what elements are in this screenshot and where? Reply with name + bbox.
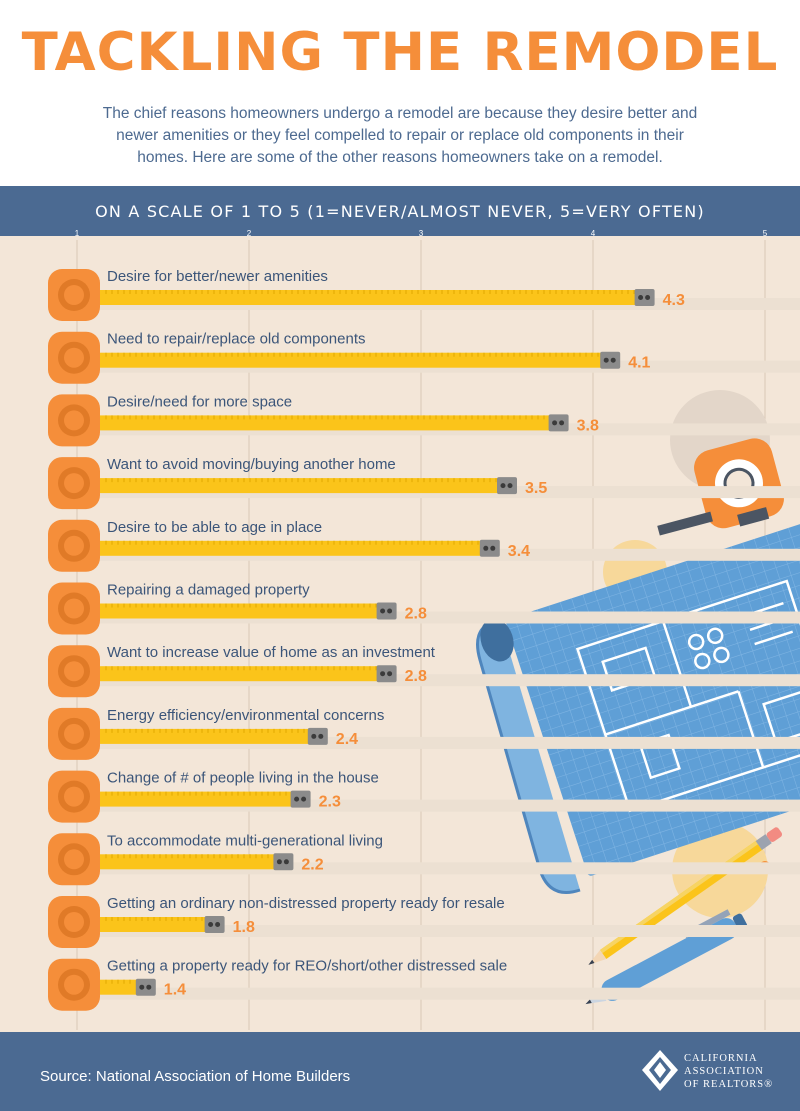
value-label: 3.4	[508, 543, 530, 560]
category-label: Energy efficiency/environmental concerns	[107, 707, 384, 724]
category-label: Need to repair/replace old components	[107, 331, 366, 348]
value-label: 2.8	[405, 668, 427, 685]
value-label: 2.8	[405, 606, 427, 623]
bar-track	[48, 925, 800, 937]
tape-hook	[273, 853, 294, 871]
bar	[100, 666, 387, 682]
value-label: 2.4	[336, 731, 358, 748]
logo-text: CALIFORNIA ASSOCIATION OF REALTORS®	[684, 1052, 773, 1091]
value-label: 1.4	[164, 982, 186, 999]
scale-band	[0, 186, 800, 236]
value-label: 3.5	[525, 480, 547, 497]
bar-row: Want to avoid moving/buying another home…	[48, 456, 800, 510]
bar	[100, 352, 611, 368]
category-label: Want to avoid moving/buying another home	[107, 456, 396, 473]
bar-row: Desire for better/newer amenities 4.3	[48, 268, 800, 321]
category-label: Getting a property ready for REO/short/o…	[107, 958, 507, 975]
bar-row: Repairing a damaged property 2.8	[48, 582, 800, 635]
tape-hook	[376, 602, 397, 620]
category-label: Desire/need for more space	[107, 393, 292, 410]
bar	[100, 979, 146, 995]
bar-row: Getting a property ready for REO/short/o…	[48, 958, 800, 1011]
blueprint-roll-end	[480, 618, 514, 662]
tape-hook	[376, 665, 397, 683]
bar-row: Change of # of people living in the hous…	[48, 770, 800, 823]
tape-hook	[290, 790, 311, 808]
category-label: To accommodate multi-generational living	[107, 832, 383, 849]
bar	[100, 415, 559, 431]
bar	[100, 917, 215, 932]
tape-hook	[548, 414, 569, 432]
bar-row: Desire to be able to age in place 3.4	[48, 519, 800, 572]
tape-hook	[204, 916, 225, 933]
bar-row: Want to increase value of home as an inv…	[48, 644, 800, 698]
tape-hook	[634, 289, 655, 306]
blueprint-illustration	[476, 390, 800, 1005]
category-label: Change of # of people living in the hous…	[107, 770, 379, 787]
bar-row: Getting an ordinary non-distressed prope…	[48, 895, 800, 948]
bar-track	[48, 987, 800, 1000]
tape-hook	[600, 351, 621, 369]
blueprint-sheet	[506, 519, 800, 876]
tape-hook	[479, 539, 500, 557]
category-label: Desire to be able to age in place	[107, 519, 322, 536]
tape-hook	[307, 727, 328, 745]
value-label: 3.8	[577, 417, 599, 434]
bar-row: Need to repair/replace old components 4.1	[48, 331, 800, 384]
category-label: Repairing a damaged property	[107, 582, 310, 599]
value-label: 4.3	[663, 292, 685, 309]
bar-row: Energy efficiency/environmental concerns…	[48, 707, 800, 760]
bar-row: Desire/need for more space 3.8	[48, 393, 800, 447]
bar-row: To accommodate multi-generational living…	[48, 832, 800, 886]
tick-label: 5	[763, 229, 768, 238]
chart-title: ON A SCALE OF 1 TO 5 (1=NEVER/ALMOST NEV…	[95, 202, 705, 221]
axis-ticks: 1 2 3 4 5	[75, 229, 768, 238]
bar	[100, 540, 490, 556]
value-label: 1.8	[233, 919, 255, 936]
bar-rows: Desire for better/newer amenities 4.3 Need…	[48, 268, 800, 1011]
bar	[100, 290, 645, 305]
source-text: Source: National Association of Home Bui…	[40, 1068, 351, 1085]
tape-hook	[497, 477, 517, 495]
tick-label: 2	[247, 229, 252, 238]
tick-label: 3	[419, 229, 424, 238]
car-logo-icon	[642, 1050, 678, 1091]
bar	[100, 603, 387, 619]
category-label: Getting an ordinary non-distressed prope…	[107, 895, 505, 912]
logo-line: CALIFORNIA	[684, 1053, 758, 1064]
logo-line: OF REALTORS®	[684, 1079, 774, 1090]
intro-text: The chief reasons homeowners undergo a r…	[102, 105, 698, 166]
bar	[100, 728, 318, 744]
category-label: Desire for better/newer amenities	[107, 268, 328, 285]
value-label: 2.2	[301, 856, 323, 873]
value-label: 4.1	[628, 355, 650, 372]
tick-label: 1	[75, 229, 80, 238]
tape-hook	[135, 978, 156, 996]
logo-line: ASSOCIATION	[684, 1066, 764, 1077]
value-label: 2.3	[319, 794, 341, 811]
page-title: TACKLING THE REMODEL	[21, 22, 779, 83]
tick-label: 4	[591, 229, 596, 238]
category-label: Want to increase value of home as an inv…	[107, 644, 436, 661]
